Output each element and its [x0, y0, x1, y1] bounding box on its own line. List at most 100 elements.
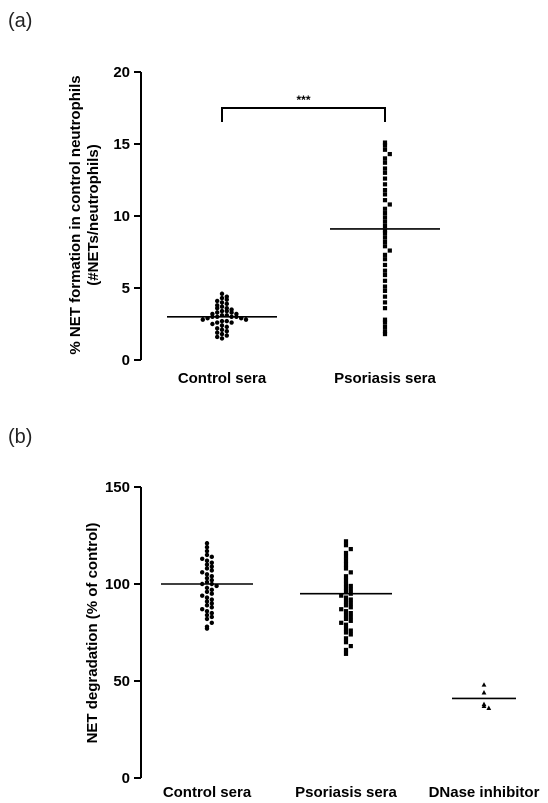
panel-b-data-point: [343, 616, 349, 622]
panel-a-y-tick-label: 5: [122, 280, 130, 297]
panel-b-data-point: [209, 610, 214, 616]
panel-a-data-point: [382, 140, 388, 145]
panel-a-data-point: [224, 318, 229, 324]
panel-b-xtick-psoriasis-sera: Psoriasis sera: [295, 784, 397, 801]
panel-b-points: [200, 539, 492, 710]
panel-a-data-point: [382, 306, 388, 311]
panel-b-data-point: [204, 585, 210, 591]
panel-b-data-point: [343, 599, 349, 604]
panel-b-data-point: [343, 603, 349, 608]
panel-b-data-point: [209, 597, 214, 602]
panel-a-data-point: [382, 235, 388, 240]
panel-a-data-point: [382, 244, 388, 249]
panel-b-data-point: [343, 626, 349, 631]
panel-b-data-point: [348, 587, 353, 592]
panel-b-ylabel: NET degradation (% of control): [84, 523, 101, 744]
panel-a-data-point: [219, 318, 225, 324]
panel-b-data-point: [204, 608, 210, 614]
panel-a-significance: ***: [221, 93, 386, 122]
panel-b-data-point: [348, 618, 353, 623]
panel-a-data-point: [215, 334, 220, 340]
panel-b-data-point: [204, 589, 210, 594]
panel-a-data-point: [387, 151, 392, 157]
panel-b-data-point: [343, 630, 349, 635]
panel-a-data-point: [210, 321, 215, 327]
panel-b-data-point: [204, 572, 210, 577]
panel-a-data-point: [219, 295, 225, 301]
panel-a-data-point: [243, 317, 249, 322]
panel-a-data-point: [382, 262, 388, 268]
panel-b-data-point: [204, 579, 210, 585]
panel-b-xtick-control-sera: Control sera: [163, 784, 252, 801]
panel-b-data-point: [343, 550, 349, 556]
panel-b-data-point: [343, 622, 349, 627]
panel-a-data-point: [224, 308, 229, 314]
panel-b-data-point: [204, 562, 210, 567]
panel-a-data-point: [382, 160, 388, 165]
panel-a-data-point: [215, 305, 220, 311]
significance-label: ***: [296, 93, 310, 107]
panel-b-data-point: [348, 546, 353, 552]
panel-a-data-point: [382, 231, 388, 236]
panel-b-data-point: [343, 578, 349, 583]
panel-b-data-point: [348, 570, 353, 575]
panel-a-data-point: [387, 248, 392, 253]
panel-a-data-point: [219, 304, 225, 309]
panel-b-y-tick-label: 150: [105, 479, 130, 496]
panel-a-data-point: [382, 192, 388, 197]
panel-b-data-point: [339, 607, 344, 612]
panel-b-data-point: [343, 647, 349, 653]
panel-a-data-point: [219, 336, 225, 341]
panel-b-data-point: [348, 632, 353, 637]
panel-a-data-point: [387, 202, 392, 207]
panel-b-data-point: [200, 556, 205, 561]
panel-b-data-point: [343, 595, 349, 600]
panel-a-data-point: [382, 288, 388, 293]
panel-a-xtick-control-sera: Control sera: [178, 370, 267, 387]
panel-a-data-point: [382, 278, 388, 283]
panel-b-medians: [161, 583, 516, 700]
panel-b-data-point: [348, 601, 353, 606]
panel-a-data-point: [224, 324, 229, 330]
panel-a-data-point: [382, 211, 388, 216]
panel-b-data-point: [343, 585, 349, 590]
panel-a-data-point: [382, 317, 388, 322]
panel-a-data-point: [382, 268, 388, 273]
panel-b-data-point: [209, 577, 214, 583]
panel-a-data-point: [200, 317, 205, 322]
panel-b-data-point: [209, 587, 214, 593]
panel-a-data-point: [219, 331, 225, 337]
panel-a-data-point: [382, 176, 388, 181]
panel-b-data-point: [343, 640, 349, 645]
panel-b-data-point: [343, 562, 349, 567]
panel-b-y-tick-label: 0: [122, 770, 130, 787]
panel-a-data-point: [382, 215, 388, 220]
panel-a-points: [200, 140, 392, 341]
panel-b-data-point: [348, 583, 353, 589]
panel-a-data-point: [382, 331, 388, 337]
panel-a-data-point: [219, 308, 225, 314]
panel-a-data-point: [224, 329, 229, 334]
panel-a-data-point: [224, 333, 229, 338]
panel-a-y-tick-label: 20: [113, 64, 130, 81]
panel-a-data-point: [382, 147, 388, 152]
panel-b-data-point: [343, 612, 349, 618]
panel-b: (b) NET degradation (% of control) 0 50 10…: [8, 426, 540, 801]
panel-a-xtick-psoriasis-sera: Psoriasis sera: [334, 370, 436, 387]
panel-a-data-point: [224, 297, 229, 302]
panel-a-data-point: [219, 291, 225, 296]
panel-b-data-point: [348, 611, 353, 616]
panel-a-data-point: [382, 320, 388, 325]
panel-b-data-point: [200, 607, 205, 612]
panel-b-data-point: [200, 593, 205, 598]
panel-a-data-point: [382, 156, 388, 161]
panel-a-data-point: [382, 182, 388, 187]
panel-a-data-point: [215, 330, 220, 335]
panel-b-data-point: [204, 544, 210, 550]
panel-b-data-point: [339, 620, 344, 625]
panel-b-data-point: [343, 539, 349, 544]
panel-b-data-point: [209, 554, 214, 560]
panel-b-data-point: [204, 558, 210, 563]
panel-a-data-point: [382, 239, 388, 245]
